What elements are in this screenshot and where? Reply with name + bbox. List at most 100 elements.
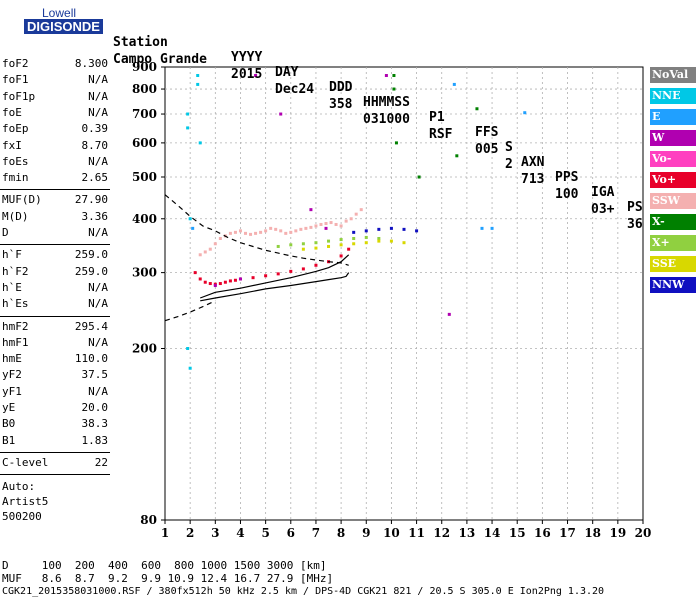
x-tick-label: 3 [211, 526, 219, 540]
data-point-ssw [304, 226, 308, 230]
data-point-nnw [402, 227, 406, 231]
x-tick-label: 6 [287, 526, 295, 540]
data-point-e [452, 82, 456, 86]
param-name: D [2, 226, 9, 239]
param-value: N/A [88, 297, 108, 311]
data-point-w [213, 284, 217, 288]
param-separator [0, 451, 110, 453]
data-point-sse [364, 241, 368, 245]
param-row: hmE 110.0 [2, 352, 108, 368]
data-point-ssw [279, 229, 283, 233]
data-point-vo+ [301, 267, 305, 271]
plot-frame [164, 66, 644, 521]
legend-item: Vo- [650, 151, 696, 167]
data-point-x+ [327, 239, 331, 243]
hdr-ddd: DDD [329, 80, 353, 95]
hdr-p1: P1 [429, 110, 445, 125]
data-point-nnw [352, 230, 356, 234]
param-name: h`F [2, 248, 22, 262]
param-value: N/A [88, 89, 108, 103]
data-point-x+ [314, 241, 318, 245]
param-row: B0 38.3 [2, 417, 108, 433]
param-value: 110.0 [74, 352, 108, 366]
data-point-ssw [344, 219, 348, 223]
data-point-vo+ [228, 279, 232, 283]
val-p1: RSF [429, 127, 453, 142]
param-value: N/A [88, 384, 108, 398]
val-ps: 36 [627, 217, 643, 232]
data-point-sse [314, 246, 318, 250]
footer-muf-line: MUF 8.6 8.7 9.2 9.9 10.9 12.4 16.7 27.9 … [2, 572, 334, 585]
legend-item: SSE [650, 256, 696, 272]
x-tick-label: 1 [161, 526, 169, 540]
data-point-vo+ [276, 272, 280, 276]
param-name: foEp [2, 122, 29, 136]
data-point-x+ [289, 243, 293, 247]
x-tick-label: 5 [261, 526, 269, 540]
data-point-sse [327, 244, 331, 248]
val-iga: 03+ [591, 202, 615, 217]
param-row: D N/A [2, 226, 108, 242]
param-value: 0.39 [81, 122, 109, 136]
param-row: h`E N/A [2, 281, 108, 297]
param-row: hmF2 295.4 [2, 320, 108, 336]
param-value: 3.36 [81, 209, 109, 223]
hdr-station: Station [113, 35, 168, 50]
data-point-ssw [208, 247, 212, 251]
param-name: yE [2, 401, 16, 414]
x-tick-label: 2 [186, 526, 194, 540]
x-tick-label: 9 [362, 526, 370, 540]
data-point-sse [389, 239, 393, 243]
param-name: yF2 [2, 368, 22, 382]
y-tick-label: 300 [132, 266, 157, 280]
param-value: N/A [88, 105, 108, 119]
param-value: N/A [88, 335, 108, 349]
data-point-nne [186, 112, 190, 116]
data-point-ssw [299, 227, 303, 231]
data-point-nne [188, 366, 192, 370]
param-name: foEs [2, 154, 29, 168]
y-tick-label: 800 [132, 82, 157, 96]
auto-note: Auto: [2, 480, 36, 494]
param-name: h`E [2, 280, 22, 294]
data-point-vo+ [264, 274, 268, 278]
logo-line2: DIGISONDE [24, 19, 103, 34]
x-tick-label: 11 [408, 526, 425, 540]
param-name: C-level [2, 455, 49, 469]
data-point-ssw [233, 230, 237, 234]
y-tick-label: 80 [140, 513, 157, 527]
x-tick-label: 8 [337, 526, 345, 540]
param-row: fmin 2.65 [2, 171, 108, 187]
data-point-sse [301, 247, 305, 251]
param-value: 259.0 [74, 264, 108, 278]
header-values: Campo Grande 2015 Dec24 358 031000 RSF 0… [113, 37, 643, 232]
data-point-w [324, 226, 328, 230]
data-point-w [254, 74, 258, 78]
data-point-x+ [377, 236, 381, 240]
data-point-x+ [339, 238, 343, 242]
data-point-vo+ [314, 263, 318, 267]
param-name: foF1 [2, 73, 29, 87]
val-ddd: 358 [329, 97, 353, 112]
param-row: foEp 0.39 [2, 122, 108, 138]
hdr-s: S [505, 140, 513, 155]
x-tick-label: 4 [236, 526, 244, 540]
legend-item: NNE [650, 88, 696, 104]
hdr-iga: IGA [591, 185, 615, 200]
data-point-vo+ [233, 278, 237, 282]
hdr-pps: PPS [555, 170, 579, 185]
data-point-vo+ [289, 269, 293, 273]
data-point-x- [394, 141, 398, 145]
param-row: foF1 N/A [2, 73, 108, 89]
param-row: h`Es N/A [2, 297, 108, 313]
param-name: B0 [2, 417, 16, 431]
data-point-ssw [218, 236, 222, 240]
legend-item: W [650, 130, 696, 146]
auto-note: 500200 [2, 510, 42, 524]
footer-d-line: D 100 200 400 600 800 1000 1500 3000 [km… [2, 559, 327, 572]
data-point-sse [402, 241, 406, 245]
legend-item: NoVal [650, 67, 696, 83]
x-tick-label: 15 [509, 526, 526, 540]
data-point-ssw [324, 222, 328, 226]
param-separator [0, 474, 110, 476]
